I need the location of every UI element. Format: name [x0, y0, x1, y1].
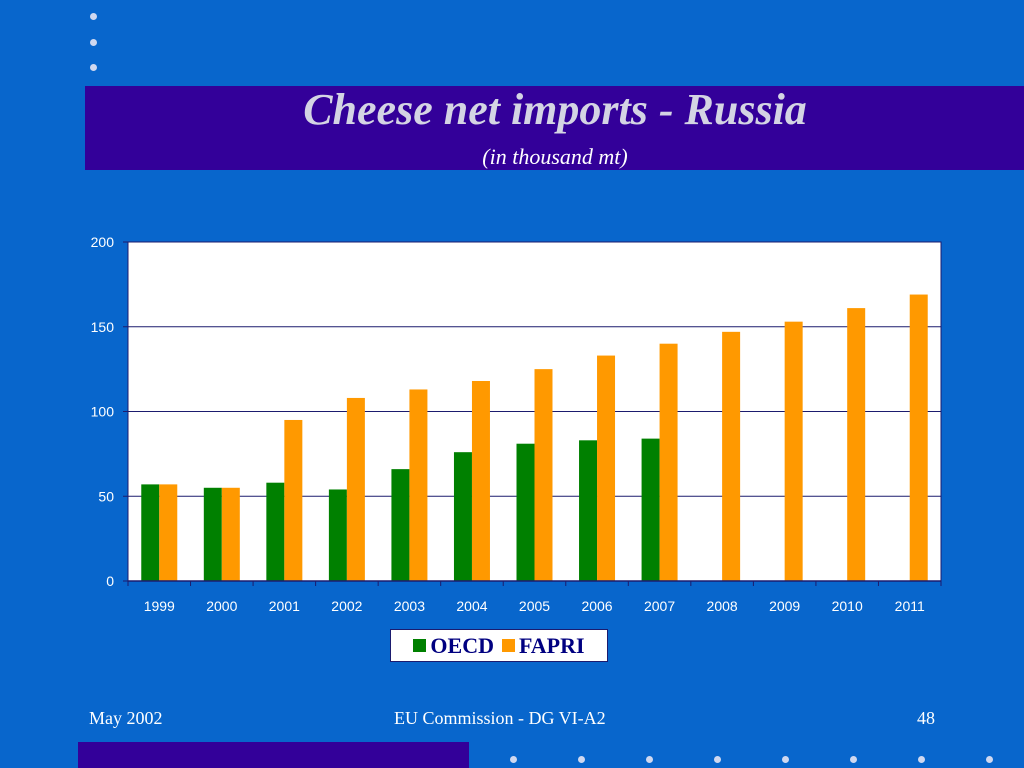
decor-dot: [782, 756, 789, 763]
bar-oecd: [391, 469, 410, 581]
slide-subtitle: (in thousand mt): [482, 144, 628, 169]
x-tick-label: 2000: [206, 598, 237, 614]
bar-fapri: [847, 308, 866, 581]
bars: [141, 294, 928, 581]
bar-oecd: [641, 438, 660, 581]
bar-oecd: [203, 487, 222, 581]
footer-organization: EU Commission - DG VI-A2: [394, 708, 606, 728]
bar-oecd: [141, 484, 160, 581]
bar-fapri: [409, 389, 428, 581]
bar-fapri: [659, 343, 678, 581]
decor-dot: [90, 13, 97, 20]
bar-oecd: [266, 482, 285, 581]
page-number: 48: [917, 708, 935, 728]
decor-dot: [578, 756, 585, 763]
decor-dot: [510, 756, 517, 763]
decor-dot: [714, 756, 721, 763]
x-tick-label: 2002: [331, 598, 362, 614]
x-tick-label: 2007: [644, 598, 675, 614]
x-tick-label: 2009: [769, 598, 800, 614]
bar-fapri: [722, 331, 741, 581]
tick-labels: 0 50 100 150 200 1999 2000 2001 2002 2003 2004 2005…: [91, 234, 925, 614]
bar-oecd: [328, 489, 347, 581]
bar-fapri: [909, 294, 928, 581]
x-tick-label: 2011: [895, 598, 925, 614]
decor-dot: [986, 756, 993, 763]
x-tick-label: 1999: [144, 598, 175, 614]
bar-fapri: [784, 321, 803, 581]
bar-fapri: [597, 355, 616, 581]
bar-fapri: [534, 369, 553, 581]
legend-item-fapri: FAPRI: [501, 632, 585, 659]
decor-dot: [646, 756, 653, 763]
x-tick-label: 2004: [456, 598, 487, 614]
x-tick-label: 2008: [707, 598, 738, 614]
legend-label-oecd: OECD: [430, 632, 494, 658]
slide-title: Cheese net imports - Russia: [303, 85, 807, 134]
bar-oecd: [453, 452, 472, 581]
bottom-band: [78, 742, 469, 768]
axes: [123, 241, 942, 586]
x-tick-label: 2001: [269, 598, 300, 614]
x-tick-label: 2006: [581, 598, 612, 614]
legend-swatch-fapri: [501, 639, 515, 652]
bar-fapri: [284, 419, 303, 581]
legend-item-oecd: OECD: [413, 633, 494, 659]
decor-dot: [90, 64, 97, 71]
legend-label-fapri: FAPRI: [518, 632, 585, 658]
y-tick-label: 200: [91, 234, 115, 250]
y-tick-label: 150: [91, 319, 115, 335]
x-tick-label: 2010: [832, 598, 863, 614]
bar-fapri: [159, 484, 178, 581]
decor-dot: [850, 756, 857, 763]
legend: OECD FAPRI: [390, 629, 608, 662]
decor-dot: [90, 39, 97, 46]
footer-date: May 2002: [89, 708, 163, 728]
legend-swatch-oecd: [413, 639, 427, 652]
bar-fapri: [471, 380, 490, 581]
y-tick-label: 50: [98, 488, 114, 504]
x-tick-label: 2003: [394, 598, 425, 614]
y-tick-label: 0: [106, 573, 114, 589]
bar-fapri: [221, 487, 240, 581]
title-band: [85, 86, 1024, 170]
decor-dot: [918, 756, 925, 763]
y-tick-label: 100: [91, 404, 115, 420]
bar-fapri: [346, 397, 365, 581]
x-tick-label: 2005: [519, 598, 550, 614]
bar-oecd: [516, 443, 535, 581]
bar-oecd: [579, 440, 598, 581]
